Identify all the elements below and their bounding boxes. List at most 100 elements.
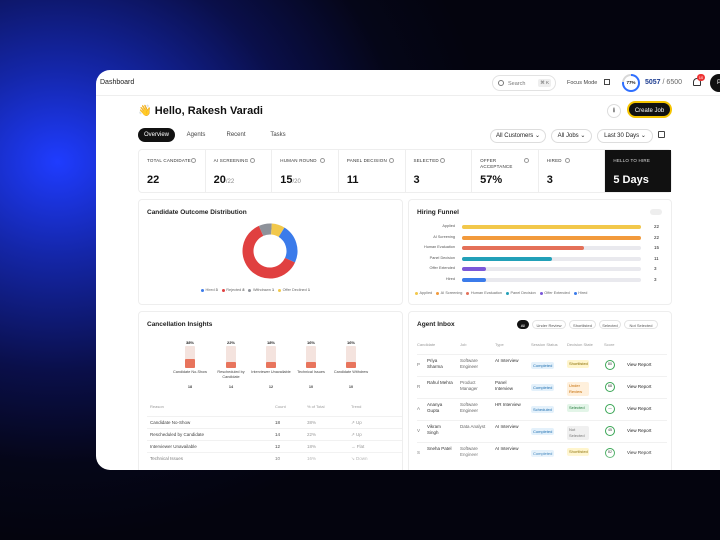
tab-overview[interactable]: Overview [138,128,175,142]
donut-slice-hired[interactable] [278,227,298,263]
view-report-link[interactable]: View Report [627,362,652,367]
funnel-toggle[interactable] [650,209,662,215]
job-title: Data Analyst [460,424,486,429]
notification-badge: 10 [697,74,705,81]
bar-percent: 22% [226,340,235,345]
legend-item: Human Evaluation [462,291,502,295]
credits-counter: 5057 / 6500 [645,79,682,86]
donut-slice-withdrawn[interactable] [258,223,272,237]
date-range-filter[interactable]: Last 30 Days ⌄ [597,129,653,143]
info-icon[interactable] [564,158,570,163]
inbox-row[interactable]: A Ananya Gupta Software Engineer HR Inte… [417,398,667,420]
funnel-stage-label: Offer Extended [429,266,455,270]
chip-all[interactable]: All [517,320,529,329]
view-report-link[interactable]: View Report [627,406,652,411]
stats-row: TOTAL CANDIDATE 22 AI SCREENING 20/22 HUMA… [138,149,672,193]
inbox-row[interactable]: R Rahul Mehra Product Manager Panel Inte… [417,376,667,398]
donut-chart [242,223,298,279]
funnel-value: 3 [654,266,657,271]
stat-total-candidate: TOTAL CANDIDATE 22 [139,150,206,192]
bar-count: 10 [308,385,314,389]
funnel-stage-label: Panel Decision [429,255,455,260]
stat-selected: SELECTED 3 [406,150,473,192]
bar-count: 18 [187,385,193,389]
legend-item: Hired 3 [197,288,218,292]
session-status: Scheduled [531,406,554,413]
legend-item: Applied [411,291,432,295]
stat-hello-to-hire: HELLO TO HIRE 5 Days [605,150,671,192]
cancellation-bar-fill [185,359,195,368]
funnel-row: Human Evaluation 15 [414,245,659,251]
candidate-initial: V [417,428,421,433]
interview-type: AI Interview [495,424,519,429]
cancellation-panel: Cancellation Insights 38% Candidate No-S… [138,311,403,470]
session-status: Completed [531,362,555,369]
chip-selected[interactable]: Selected [599,320,621,329]
jobs-filter[interactable]: All Jobs ⌄ [551,129,592,143]
funnel-bar [462,256,552,261]
usage-percent: 77% [624,76,638,90]
stat-panel-decision: PANEL DECISION 11 [339,150,406,192]
column-header: Score [604,342,615,347]
inbox-row[interactable]: P Priya Sharma Software Engineer AI Inte… [417,354,667,376]
table-cell: 14 [275,432,281,437]
stat-label: TOTAL CANDIDATE [147,158,191,163]
download-icon[interactable]: ⭳ [607,104,621,118]
chip-under-review[interactable]: Under Review [532,320,566,329]
bar-count: 10 [348,385,354,389]
tab-tasks[interactable]: Tasks [270,132,286,138]
search-input[interactable]: Search ⌘ K [492,75,556,91]
view-report-link[interactable]: View Report [627,428,652,433]
column-header: Trend [351,404,362,409]
info-icon[interactable] [524,158,530,163]
top-bar: Dashboard Search ⌘ K Focus Mode 77% 5057… [96,70,720,96]
decision-state: Not Selected [567,426,589,440]
stat-label: SELECTED [413,158,439,163]
view-report-link[interactable]: View Report [627,384,652,389]
dashboard-window: Dashboard Search ⌘ K Focus Mode 77% 5057… [96,70,720,470]
cancellation-bar [226,346,236,368]
cancellation-bar [266,346,276,368]
inbox-row[interactable]: V Vikram Singh Data Analyst AI Interview… [417,420,667,442]
donut-slice-rejected[interactable] [242,225,296,279]
create-job-button[interactable]: Create Job [627,101,672,118]
funnel-value: 3 [654,276,657,282]
chip-not-selected[interactable]: Not Selected [624,320,658,329]
calendar-icon[interactable] [658,131,665,138]
funnel-row: Offer Extended 3 [414,266,657,272]
table-cell: Candidate No-Show [150,420,191,425]
cancellation-bar-column: 16% Technical Issues 10 [291,340,331,389]
stat-value: 20/22 [213,174,235,186]
stat-label: PANEL DECISION [346,158,387,163]
legend-item: Panel Decision [502,291,536,295]
expand-icon[interactable] [604,79,610,85]
customers-filter[interactable]: All Customers ⌄ [490,129,546,143]
info-icon[interactable] [249,158,255,163]
info-icon[interactable] [388,158,394,163]
score-badge: 45 [605,426,615,436]
legend-item: Withdrawn 1 [244,288,274,292]
info-icon[interactable] [191,158,196,163]
tab-agents[interactable]: Agents [186,132,206,138]
column-header: Candidate [417,342,436,347]
tab-recent[interactable]: Recent [226,132,246,138]
cancellation-bar-column: 16% Candidate Withdrew 10 [331,340,371,389]
funnel-stage-label: AI Screening [433,234,455,239]
inbox-table: Candidate Job Type Session Status Decision S… [417,340,667,464]
cancellation-bar-fill [306,362,316,368]
donut-slice-offer-declined[interactable] [270,223,285,238]
session-status: Completed [531,384,555,391]
panel-title: Cancellation Insights [147,321,213,328]
avatar[interactable]: P [710,74,720,92]
info-icon[interactable] [439,158,445,163]
info-icon[interactable] [320,158,326,163]
chip-shortlisted[interactable]: Shortlisted [569,320,596,329]
credits-used: 5057 [645,79,661,86]
search-placeholder: Search [508,81,526,87]
table-cell: 38% [307,420,317,425]
cancellation-bar-column: 38% Candidate No-Show 18 [170,340,210,389]
page-greeting: 👋 Hello, Rakesh Varadi [138,105,263,117]
stat-label: HIRED [546,158,562,163]
candidate-initial: R [417,384,421,389]
focus-mode-toggle[interactable]: Focus Mode [567,80,598,86]
